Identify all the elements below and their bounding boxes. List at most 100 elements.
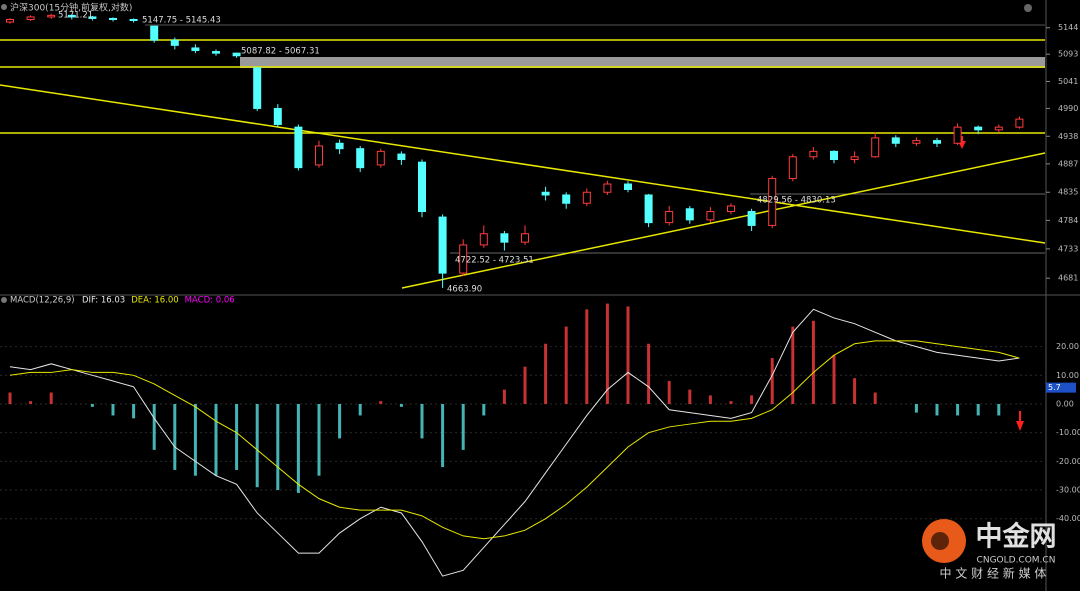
macd-bar: [667, 381, 671, 404]
macd-bar: [853, 378, 857, 404]
macd-bar: [296, 403, 300, 493]
current-marker: [1046, 382, 1076, 393]
legend-entry: DIF: 16.03: [82, 296, 125, 306]
trend-line: [401, 152, 1046, 289]
arrow: [1016, 411, 1024, 431]
y-tick-label: 4681: [1058, 274, 1078, 283]
macd-bar: [544, 343, 548, 404]
annotation: 5147.75 - 5145.43: [142, 16, 221, 26]
macd-bar: [688, 389, 692, 404]
y-tick-label: 5041: [1058, 77, 1078, 86]
candle-body: [521, 233, 529, 243]
candle-body: [376, 150, 385, 166]
trend-line: [0, 84, 1046, 244]
macd-bar: [379, 401, 383, 404]
macd-bar: [482, 403, 486, 416]
macd-bar: [811, 320, 815, 404]
legend-title: MACD(12,26,9): [10, 296, 75, 306]
candle-body: [88, 16, 97, 19]
y-tick-label: 4938: [1058, 132, 1078, 141]
macd-bar: [956, 403, 960, 416]
macd-bar: [8, 392, 12, 404]
candle-body: [933, 140, 941, 144]
candle-body: [294, 126, 303, 169]
range-zone: [240, 57, 1045, 68]
y-tick-label: 4990: [1058, 104, 1078, 113]
macd-bar: [399, 403, 403, 407]
y-tick-label: 5144: [1058, 23, 1078, 32]
candle-body: [850, 156, 859, 160]
candle-body: [747, 211, 756, 226]
candle-body: [253, 67, 262, 109]
candle-body: [397, 153, 406, 160]
candle-body: [706, 211, 715, 221]
candle-body: [953, 126, 962, 144]
macd-bar: [914, 403, 918, 413]
candle-body: [912, 140, 921, 144]
candle-body: [891, 137, 900, 144]
candle-body: [562, 194, 571, 204]
y-tick-label: 20.00: [1056, 342, 1079, 351]
y-tick-label: -10.00: [1056, 428, 1080, 437]
macd-bar: [708, 395, 712, 404]
logo-icon: [931, 532, 949, 550]
y-tick-label: 4887: [1058, 159, 1078, 168]
candle-body: [582, 191, 591, 204]
macd-bar: [193, 403, 197, 476]
macd-bar: [729, 401, 733, 404]
macd-bar: [461, 403, 465, 450]
icon: [1, 4, 7, 10]
macd-bar: [235, 403, 239, 470]
candle-body: [6, 18, 14, 23]
macd-bar: [49, 392, 53, 404]
candle-body: [830, 150, 838, 160]
y-tick-label: -30.00: [1056, 486, 1080, 495]
macd-bar: [605, 303, 609, 404]
candle-body: [788, 156, 797, 180]
annotation: 4722.52 - 4723.51: [455, 256, 534, 266]
macd-line: [9, 308, 1020, 577]
macd-bar: [173, 403, 177, 470]
candle-body: [500, 233, 509, 243]
candle-body: [47, 14, 56, 18]
macd-line: [9, 340, 1020, 540]
current-marker-label: 5.7: [1048, 383, 1061, 392]
macd-bar: [585, 309, 589, 404]
annotation: 5171.21: [58, 11, 93, 21]
candle-body: [212, 51, 220, 54]
candle-body: [232, 52, 241, 57]
macd-bar: [111, 403, 115, 416]
candle-body: [974, 126, 983, 131]
y-tick-label: 0.00: [1056, 399, 1074, 408]
candle-body: [170, 39, 179, 46]
macd-bar: [255, 403, 259, 488]
candle-body: [1015, 118, 1024, 128]
candle-body: [624, 183, 632, 191]
macd-bar: [338, 403, 342, 439]
legend-entry: DEA: 16.00: [131, 296, 178, 306]
macd-bar: [214, 403, 218, 476]
candle-body: [335, 142, 344, 150]
macd-bar: [976, 403, 980, 416]
macd-bar: [276, 403, 280, 491]
candle-body: [191, 47, 200, 52]
icon[interactable]: [1024, 4, 1032, 12]
y-tick-label: -20.00: [1056, 457, 1080, 466]
macd-bar: [420, 403, 424, 439]
candle-body: [356, 148, 365, 169]
annotation: 4829.56 - 4830.13: [757, 196, 836, 206]
annotation: 4663.90: [447, 285, 482, 295]
candle-body: [438, 216, 447, 274]
macd-bar: [502, 389, 506, 404]
candle-body: [541, 191, 550, 196]
candle-body: [273, 107, 282, 125]
macd-bar: [873, 392, 877, 404]
legend-entry: MACD: 0.06: [185, 296, 235, 306]
candle-body: [129, 18, 138, 22]
candle-body: [459, 244, 468, 274]
macd-bar: [626, 306, 630, 404]
macd-bar: [791, 326, 795, 404]
watermark: 中金网 CNGOLD.COM.CN 中 文 财 经 新 媒 体: [922, 519, 1057, 581]
